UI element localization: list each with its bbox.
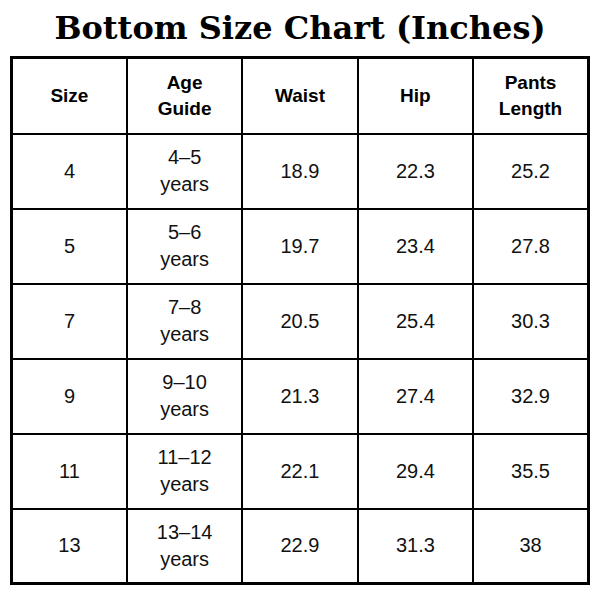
cell-size: 4 (12, 134, 127, 209)
cell-size: 13 (12, 509, 127, 584)
column-header-waist: Waist (242, 58, 357, 134)
cell-hip: 31.3 (358, 509, 473, 584)
cell-age-guide: 13–14 years (127, 509, 242, 584)
cell-hip: 27.4 (358, 359, 473, 434)
table-row: 9 9–10 years 21.3 27.4 32.9 (12, 359, 589, 434)
page-title: Bottom Size Chart (Inches) (0, 0, 600, 48)
cell-hip: 23.4 (358, 209, 473, 284)
table-row: 11 11–12 years 22.1 29.4 35.5 (12, 434, 589, 509)
cell-hip: 29.4 (358, 434, 473, 509)
size-chart-table: Size Age Guide Waist Hip Pants Length 4 … (10, 56, 590, 585)
cell-size: 5 (12, 209, 127, 284)
cell-age-guide: 9–10 years (127, 359, 242, 434)
size-chart-page: Bottom Size Chart (Inches) Size Age Guid… (0, 0, 600, 600)
table-row: 5 5–6 years 19.7 23.4 27.8 (12, 209, 589, 284)
cell-age-guide: 11–12 years (127, 434, 242, 509)
table-row: 7 7–8 years 20.5 25.4 30.3 (12, 284, 589, 359)
table-body: 4 4–5 years 18.9 22.3 25.2 5 5–6 years 1… (12, 134, 589, 584)
cell-pants-length: 38 (473, 509, 588, 584)
cell-waist: 22.1 (242, 434, 357, 509)
cell-hip: 25.4 (358, 284, 473, 359)
column-header-hip: Hip (358, 58, 473, 134)
cell-age-guide: 5–6 years (127, 209, 242, 284)
column-header-pants-length: Pants Length (473, 58, 588, 134)
table-header: Size Age Guide Waist Hip Pants Length (12, 58, 589, 134)
column-header-age-guide: Age Guide (127, 58, 242, 134)
cell-waist: 19.7 (242, 209, 357, 284)
cell-pants-length: 35.5 (473, 434, 588, 509)
header-row: Size Age Guide Waist Hip Pants Length (12, 58, 589, 134)
column-header-size: Size (12, 58, 127, 134)
cell-waist: 21.3 (242, 359, 357, 434)
cell-pants-length: 27.8 (473, 209, 588, 284)
cell-hip: 22.3 (358, 134, 473, 209)
table-row: 4 4–5 years 18.9 22.3 25.2 (12, 134, 589, 209)
table-row: 13 13–14 years 22.9 31.3 38 (12, 509, 589, 584)
cell-waist: 22.9 (242, 509, 357, 584)
cell-waist: 18.9 (242, 134, 357, 209)
cell-size: 9 (12, 359, 127, 434)
cell-pants-length: 25.2 (473, 134, 588, 209)
cell-age-guide: 4–5 years (127, 134, 242, 209)
cell-pants-length: 30.3 (473, 284, 588, 359)
cell-waist: 20.5 (242, 284, 357, 359)
cell-size: 7 (12, 284, 127, 359)
cell-size: 11 (12, 434, 127, 509)
cell-age-guide: 7–8 years (127, 284, 242, 359)
cell-pants-length: 32.9 (473, 359, 588, 434)
